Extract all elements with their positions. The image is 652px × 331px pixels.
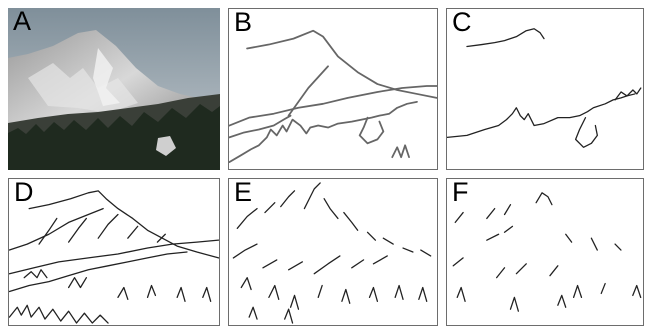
line-drawing-full xyxy=(9,190,219,324)
panel-e: E xyxy=(228,177,438,326)
panel-c: C xyxy=(446,7,644,170)
panel-label-c: C xyxy=(452,7,472,37)
panel-label-b: B xyxy=(234,7,253,37)
stroke-drawing-sparse xyxy=(452,192,642,312)
panel-label-f: F xyxy=(452,177,469,207)
panel-label-e: E xyxy=(234,177,253,207)
panel-a: A xyxy=(8,8,220,170)
panel-label-d: D xyxy=(14,177,34,207)
mountain-photo xyxy=(8,8,220,170)
panel-label-a: A xyxy=(13,8,32,36)
contour-drawing-top xyxy=(447,28,642,148)
panel-d: D xyxy=(8,177,220,326)
panel-b: B xyxy=(228,7,438,170)
panel-f: F xyxy=(446,177,644,326)
contour-drawing-major xyxy=(229,29,437,163)
stroke-drawing-medium xyxy=(232,182,432,324)
